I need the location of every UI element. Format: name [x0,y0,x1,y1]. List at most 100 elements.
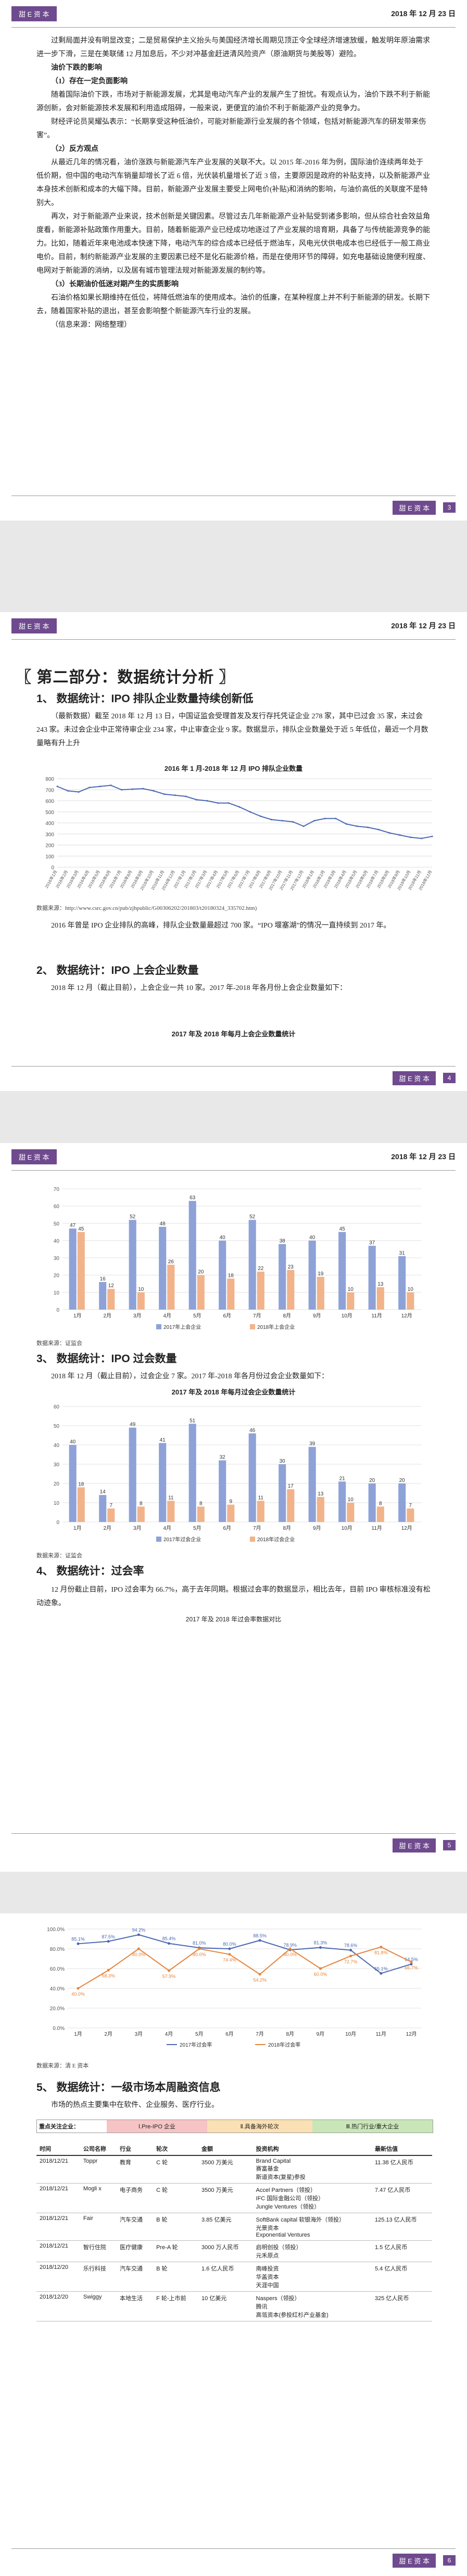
table-cell: 125.13 亿人民币 [371,2213,432,2241]
data-label: 16 [100,1276,106,1282]
x-tick-label: 11月 [376,2031,386,2037]
data-label: 66.7% [405,1965,418,1970]
data-label: 19 [318,1271,324,1277]
data-point [99,785,101,788]
table-cell: 电子商务 [117,2183,154,2213]
data-label: 45 [78,1226,84,1232]
data-label: 48 [160,1221,166,1227]
part-title: 〖 第二部分：数据统计分析 〗 [16,669,235,686]
chart-2-title: 2017 年及 2018 年每月上会企业数量统计 [171,1030,296,1038]
intro-paragraph: 过剩局面并没有明显改变；二是贸易保护主义抬头与美国经济增长周期见顶正令全球经济增… [36,37,430,58]
bar [338,1232,346,1310]
queue-series-line [57,784,433,839]
data-point [77,1987,80,1990]
x-tick-label: 2月 [104,2031,112,2037]
data-label: 41 [160,1437,166,1443]
data-label: 58.3% [102,1973,115,1978]
data-label: 81.8% [374,1950,388,1956]
sub-heading-3: （3）长期油价低迷对期产生的实质影响 [51,281,179,288]
bar [188,1201,196,1310]
data-label: 32 [220,1455,226,1461]
data-label: 81.0% [193,1940,206,1946]
x-tick-label: 2月 [103,1525,111,1531]
page-footer: 甜 E 资 本 3 [11,496,456,519]
legend-swatch [156,1324,161,1329]
y-tick-label: 60 [54,1404,60,1410]
table-cell: 1.5 亿人民币 [371,2240,432,2262]
data-label: 52 [130,1214,136,1220]
chart-3-title: 2017 年及 2018 年每月过会企业数量统计 [171,1388,296,1396]
source-note: 数据来源：清 E 资本 [36,2063,89,2069]
data-label: 80.0% [193,1952,206,1957]
data-point [120,789,122,791]
data-label: 26 [168,1259,174,1265]
bar [69,1228,77,1310]
funding-table: 时间 公司名称 行业 轮次 金额 投资机构 最新估值 2018/12/21 Top… [36,2142,432,2321]
data-point [367,827,369,828]
data-point [258,1939,261,1942]
page-number: 4 [443,1073,456,1083]
x-tick-label: 3月 [135,2031,143,2037]
bar [287,1489,295,1522]
footer-brand-tag: 甜 E 资 本 [393,500,436,515]
table-cell: 汽车交通 [117,2213,154,2241]
y-tick-label: 60.0% [50,1966,65,1972]
x-tick-label: 4月 [163,1313,171,1319]
bar [129,1427,136,1522]
data-point [228,1947,231,1950]
data-label: 88.5% [253,1933,267,1938]
data-label: 37 [369,1240,375,1246]
x-tick-label: 7月 [253,1313,261,1319]
footer-brand-tag: 甜 E 资 本 [393,1838,436,1852]
data-point [195,798,197,801]
chart-1-title: 2016 年 1 月-2018 年 12 月 IPO 排队企业数量 [164,765,303,772]
data-point [56,785,58,788]
legend-label: 2018年上会企业 [257,1324,295,1330]
paragraph: 12 月份截止目前，IPO 过会率为 66.7%，高于去年同期。根据过会率的数据… [36,1586,431,1607]
header-date: 2018 年 12 月 23 日 [391,9,456,18]
data-label: 23 [288,1264,294,1270]
header-divider [11,27,456,28]
data-point [349,1949,352,1952]
col-investors: 投资机构 [253,2142,372,2156]
bar [248,1433,256,1522]
y-tick-label: 10 [54,1501,60,1506]
page-header: 甜 E 资 本 2018 年 12 月 23 日 [11,612,456,639]
brand-tag: 甜 E 资 本 [11,1149,57,1164]
table-cell: 智行住院 [80,2240,117,2262]
table-cell: B 轮 [153,2262,198,2292]
bar [219,1240,226,1310]
table-cell: 启明创投（领投） 元禾原点 [253,2240,372,2262]
table-cell: 2018/12/21 [36,2240,80,2262]
section-2-title: 2、 数据统计：IPO 上会企业数量 [36,965,199,976]
page-header: 甜 E 资 本 2018 年 12 月 23 日 [11,1143,456,1170]
footer-brand-tag: 甜 E 资 本 [393,1071,436,1085]
data-label: 78.9% [284,1943,297,1948]
data-point [313,820,315,822]
bar [227,1278,235,1310]
page-1: 甜 E 资 本 2018 年 12 月 23 日 过剩局面并没有明显改变；二是贸… [0,0,467,521]
section-4-text: 12 月份截止目前，IPO 过会率为 66.7%，高于去年同期。根据过会率的数据… [36,1583,431,1610]
legend-label: 2018年过会率 [268,2041,300,2048]
bar [77,1232,85,1310]
data-point [319,1946,322,1949]
source-note: 数据来源：http://www.csrc.gov.cn/pub/zjhpubli… [36,905,257,911]
page-3: 甜 E 资 本 2018 年 12 月 23 日 0 10 20 30 40 50 60 70… [0,1143,467,1872]
data-point [356,825,358,827]
bar [338,1481,346,1522]
table-cell: Accel Partners（领投） IFC 国际金融公司（领投） Jungle… [253,2183,372,2213]
x-tick-label: 5月 [193,1525,201,1531]
section-1-title: 1、 数据统计：IPO 排队企业数量持续创新低 [36,693,254,705]
table-cell: 2018/12/20 [36,2291,80,2321]
table-row: 2018/12/20 乐行科技 汽车交通 B 轮 1.6 亿人民币 南峰投资 华盖资本 天… [36,2262,432,2292]
legend-swatch [250,1324,255,1329]
bar [308,1446,316,1522]
data-point [238,806,241,808]
bar [188,1424,196,1522]
bar [129,1220,136,1310]
data-point [410,1962,413,1965]
x-tick-label: 10月 [345,2031,356,2037]
col-amount: 金额 [198,2142,253,2156]
col-valuation: 最新估值 [371,2142,432,2156]
data-point [89,786,91,789]
